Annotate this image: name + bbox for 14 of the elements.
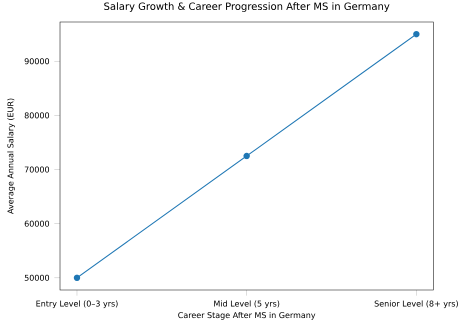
y-tick-label: 70000 <box>24 166 50 173</box>
y-tick-label: 60000 <box>24 220 50 227</box>
point <box>74 274 80 282</box>
x-axis-title: Career Stage After MS in Germany <box>178 312 316 320</box>
x-tick-label: Mid Level (5 yrs) <box>214 300 280 308</box>
x-tick-label: Entry Level (0–3 yrs) <box>36 300 118 308</box>
x-tick-label: Senior Level (8+ yrs) <box>374 300 458 308</box>
y-tick-label: 90000 <box>24 58 50 64</box>
y-tick-label: 50000 <box>24 274 50 281</box>
point <box>413 30 420 38</box>
point <box>243 152 250 160</box>
chart-title: Salary Growth & Career Progression After MS in Germany <box>104 2 390 12</box>
y-axis-title: Average Annual Salary (EUR) <box>7 98 16 214</box>
y-tick-label: 80000 <box>24 112 50 118</box>
